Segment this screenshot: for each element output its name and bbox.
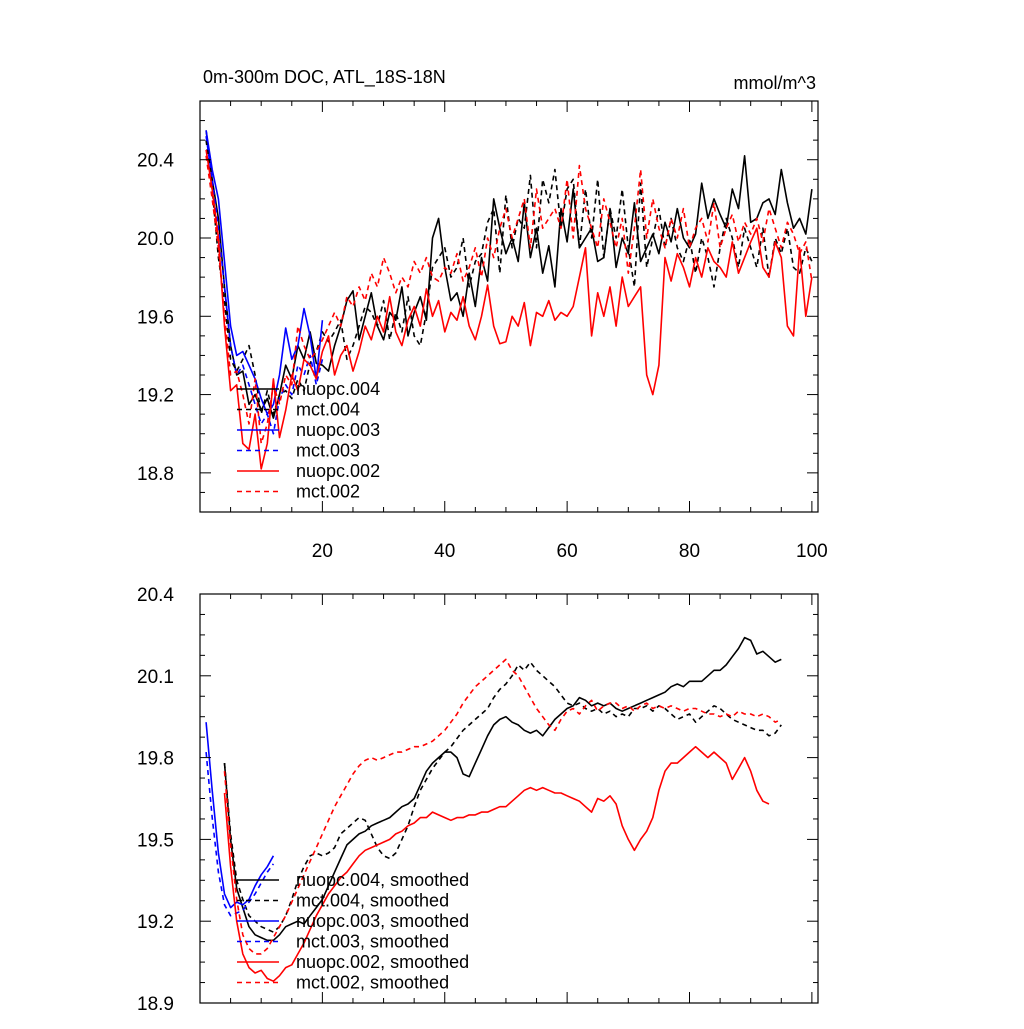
y-tick-label-1-4: 20.4 <box>137 151 174 172</box>
chart-title: 0m-300m DOC, ATL_18S-18N <box>203 67 446 88</box>
series-line-2-6 <box>223 658 782 955</box>
y-tick-label-2-0: 18.9 <box>137 994 174 1015</box>
y-tick-label-2-3: 19.8 <box>137 749 174 770</box>
series-line-2-1 <box>223 636 782 942</box>
legend-label-2-2: mct.004, smoothed <box>296 891 449 911</box>
plot-frame-1 <box>199 100 819 513</box>
chart-units: mmol/m^3 <box>734 73 816 93</box>
series-line-2-4 <box>205 752 275 917</box>
y-tick-label-1-1: 19.2 <box>137 386 174 407</box>
series-line-1-6 <box>205 155 813 445</box>
x-tick-label-1-20: 20 <box>312 541 333 562</box>
y-tick-label-1-0: 18.8 <box>137 464 174 485</box>
x-tick-label-1-80: 80 <box>679 541 700 562</box>
y-tick-label-2-4: 20.1 <box>137 667 174 688</box>
y-tick-label-2-2: 19.5 <box>137 830 174 851</box>
y-tick-label-1-2: 19.6 <box>137 307 174 328</box>
legend-label-2-4: mct.003, smoothed <box>296 932 449 952</box>
x-tick-label-1-100: 100 <box>796 541 828 562</box>
x-tick-label-1-60: 60 <box>557 541 578 562</box>
legend-label-2-1: nuopc.004, smoothed <box>296 870 469 890</box>
legend-label-2-5: nuopc.002, smoothed <box>296 952 469 972</box>
series-line-2-2 <box>223 661 782 933</box>
series-line-2-3 <box>205 722 275 909</box>
x-tick-label-1-40: 40 <box>434 541 455 562</box>
series-line-1-1 <box>205 130 813 419</box>
legend-label-1-3: nuopc.003 <box>296 420 380 440</box>
legend-label-1-4: mct.003 <box>296 441 360 461</box>
series-line-1-4 <box>205 136 324 435</box>
legend-label-2-6: mct.002, smoothed <box>296 973 449 993</box>
series-line-1-3 <box>205 130 324 415</box>
series-line-1-5 <box>205 149 813 470</box>
y-tick-label-2-1: 19.2 <box>137 912 174 933</box>
y-tick-label-2-5: 20.4 <box>137 585 174 606</box>
series-line-2-5 <box>223 745 770 983</box>
legend-label-1-6: mct.002 <box>296 482 360 502</box>
legend-label-1-5: nuopc.002 <box>296 461 380 481</box>
y-tick-label-1-3: 20.0 <box>137 229 174 250</box>
legend-label-1-1: nuopc.004 <box>296 379 380 399</box>
legend-label-2-3: nuopc.003, smoothed <box>296 911 469 931</box>
legend-label-1-2: mct.004 <box>296 400 360 420</box>
